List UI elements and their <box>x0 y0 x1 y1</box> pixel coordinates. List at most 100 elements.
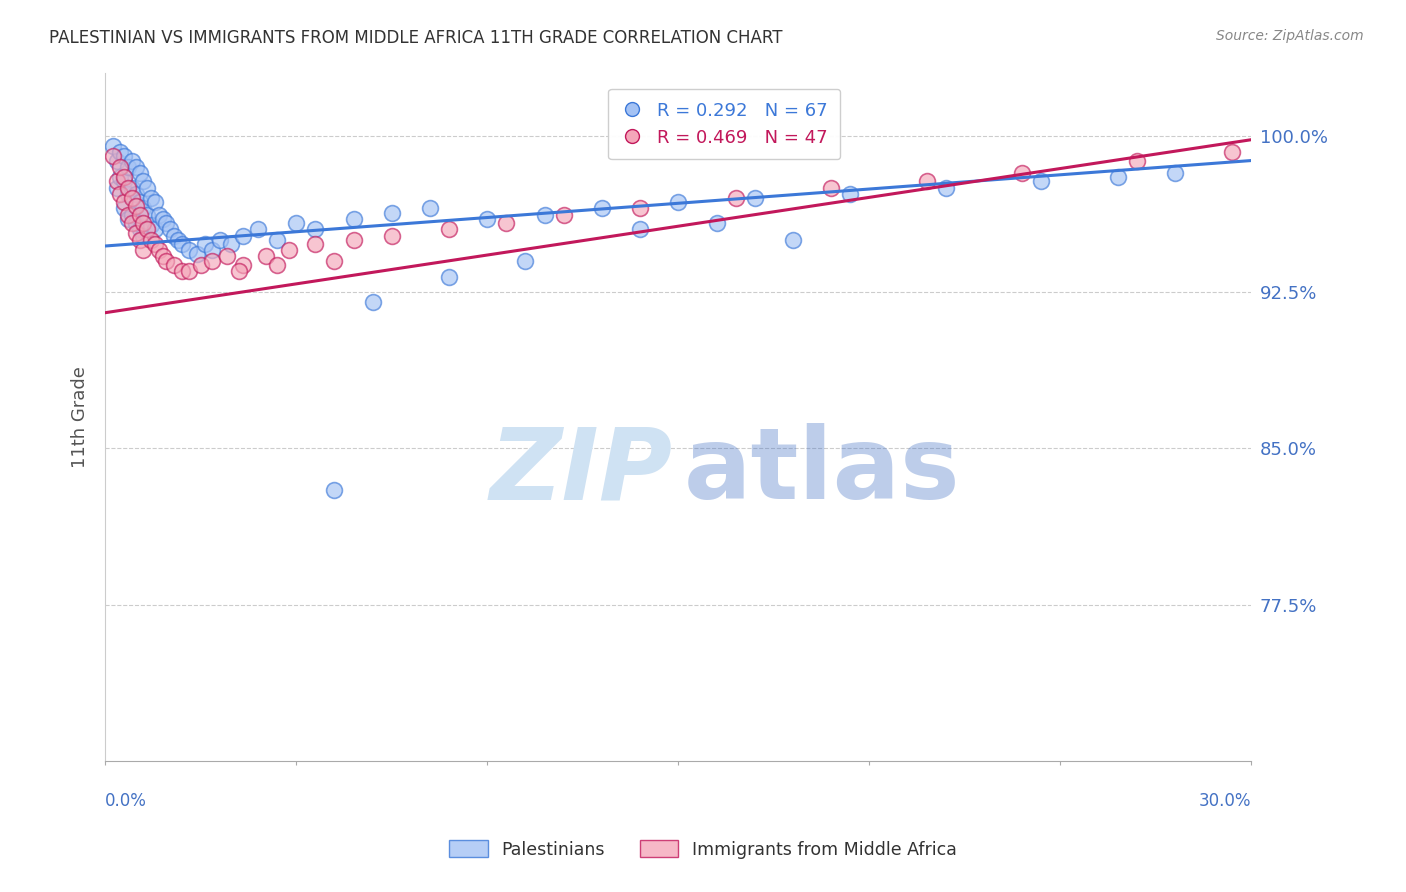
Point <box>121 191 143 205</box>
Point <box>221 236 243 251</box>
Point <box>1220 145 1243 160</box>
Point <box>419 202 441 216</box>
Point <box>1011 166 1033 180</box>
Point <box>1107 170 1129 185</box>
Point <box>121 180 143 194</box>
Point <box>112 170 135 185</box>
Point <box>304 222 326 236</box>
Point <box>128 166 150 180</box>
Point <box>915 174 938 188</box>
Point <box>148 208 170 222</box>
Point <box>125 186 148 201</box>
Point <box>254 249 277 263</box>
Point <box>121 153 143 168</box>
Point <box>139 233 162 247</box>
Point <box>437 222 460 236</box>
Point <box>495 216 517 230</box>
Point <box>361 295 384 310</box>
Point <box>190 258 212 272</box>
Text: 0.0%: 0.0% <box>105 792 148 810</box>
Point <box>110 160 132 174</box>
Point <box>148 243 170 257</box>
Point <box>139 191 162 205</box>
Point <box>155 253 177 268</box>
Point <box>132 202 155 216</box>
Point <box>285 216 308 230</box>
Point <box>136 180 159 194</box>
Point <box>820 180 842 194</box>
Point <box>266 233 288 247</box>
Point <box>105 180 128 194</box>
Point <box>553 208 575 222</box>
Point <box>591 202 613 216</box>
Point <box>117 211 139 226</box>
Point <box>125 160 148 174</box>
Point <box>277 243 299 257</box>
Point <box>112 195 135 210</box>
Point <box>477 211 499 226</box>
Point <box>143 222 166 236</box>
Y-axis label: 11th Grade: 11th Grade <box>72 366 89 468</box>
Text: ZIP: ZIP <box>489 424 672 520</box>
Point <box>101 149 124 163</box>
Legend: Palestinians, Immigrants from Middle Africa: Palestinians, Immigrants from Middle Afr… <box>440 831 966 867</box>
Point <box>208 233 231 247</box>
Point <box>163 258 186 272</box>
Point <box>166 233 188 247</box>
Point <box>217 249 239 263</box>
Point <box>724 191 747 205</box>
Point <box>1164 166 1187 180</box>
Text: 30.0%: 30.0% <box>1199 792 1251 810</box>
Point <box>706 216 728 230</box>
Point <box>342 211 364 226</box>
Point <box>201 253 224 268</box>
Point <box>935 180 957 194</box>
Point <box>515 253 537 268</box>
Point <box>628 202 651 216</box>
Point <box>266 258 288 272</box>
Point <box>125 199 148 213</box>
Point <box>247 222 270 236</box>
Point <box>342 233 364 247</box>
Point <box>159 222 181 236</box>
Point <box>179 243 201 257</box>
Point <box>128 222 150 236</box>
Point <box>117 160 139 174</box>
Point <box>128 233 150 247</box>
Point <box>110 186 132 201</box>
Point <box>186 247 208 261</box>
Point <box>437 270 460 285</box>
Text: atlas: atlas <box>685 424 960 520</box>
Point <box>110 145 132 160</box>
Point <box>232 258 254 272</box>
Point <box>121 216 143 230</box>
Point <box>839 186 862 201</box>
Point <box>152 249 174 263</box>
Point <box>128 195 150 210</box>
Point <box>136 222 159 236</box>
Point <box>1126 153 1149 168</box>
Point <box>117 208 139 222</box>
Point <box>105 153 128 168</box>
Point <box>112 174 135 188</box>
Point <box>744 191 766 205</box>
Point <box>533 208 555 222</box>
Point <box>101 139 124 153</box>
Point <box>193 236 215 251</box>
Point <box>323 253 346 268</box>
Point <box>152 211 174 226</box>
Point <box>136 208 159 222</box>
Point <box>155 216 177 230</box>
Point <box>125 216 148 230</box>
Point <box>232 228 254 243</box>
Point <box>132 228 155 243</box>
Point <box>143 195 166 210</box>
Point <box>112 202 135 216</box>
Point <box>143 236 166 251</box>
Point <box>112 149 135 163</box>
Point <box>381 205 404 219</box>
Text: PALESTINIAN VS IMMIGRANTS FROM MIDDLE AFRICA 11TH GRADE CORRELATION CHART: PALESTINIAN VS IMMIGRANTS FROM MIDDLE AF… <box>49 29 783 46</box>
Point <box>105 174 128 188</box>
Point <box>628 222 651 236</box>
Point <box>666 195 689 210</box>
